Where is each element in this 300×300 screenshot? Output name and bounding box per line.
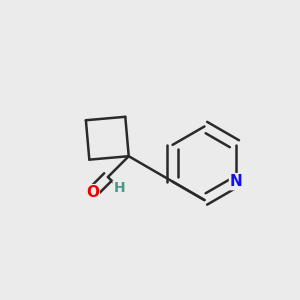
- Text: N: N: [230, 174, 243, 189]
- Text: H: H: [114, 182, 125, 196]
- Text: O: O: [86, 185, 99, 200]
